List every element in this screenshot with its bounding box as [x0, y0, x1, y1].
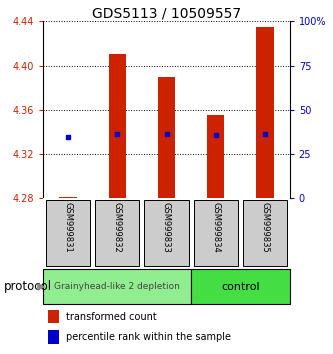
Bar	[256, 27, 274, 198]
FancyBboxPatch shape	[46, 200, 90, 267]
FancyBboxPatch shape	[144, 200, 189, 267]
Bar	[48, 331, 59, 344]
Title: GDS5113 / 10509557: GDS5113 / 10509557	[92, 6, 241, 20]
Text: transformed count: transformed count	[66, 312, 157, 321]
Bar	[59, 197, 77, 198]
Bar	[207, 115, 224, 198]
FancyBboxPatch shape	[193, 200, 238, 267]
Text: GSM999831: GSM999831	[63, 202, 73, 252]
Bar	[48, 310, 59, 323]
Text: GSM999833: GSM999833	[162, 202, 171, 253]
FancyBboxPatch shape	[243, 200, 287, 267]
Text: protocol: protocol	[4, 280, 52, 293]
Text: control: control	[221, 282, 260, 292]
Text: GSM999832: GSM999832	[113, 202, 122, 252]
Text: GSM999835: GSM999835	[260, 202, 270, 252]
Bar	[158, 76, 175, 198]
FancyBboxPatch shape	[43, 269, 191, 304]
Text: GSM999834: GSM999834	[211, 202, 220, 252]
FancyBboxPatch shape	[191, 269, 290, 304]
Text: percentile rank within the sample: percentile rank within the sample	[66, 332, 231, 342]
Text: Grainyhead-like 2 depletion: Grainyhead-like 2 depletion	[54, 282, 180, 291]
Bar	[109, 55, 126, 198]
FancyBboxPatch shape	[95, 200, 140, 267]
